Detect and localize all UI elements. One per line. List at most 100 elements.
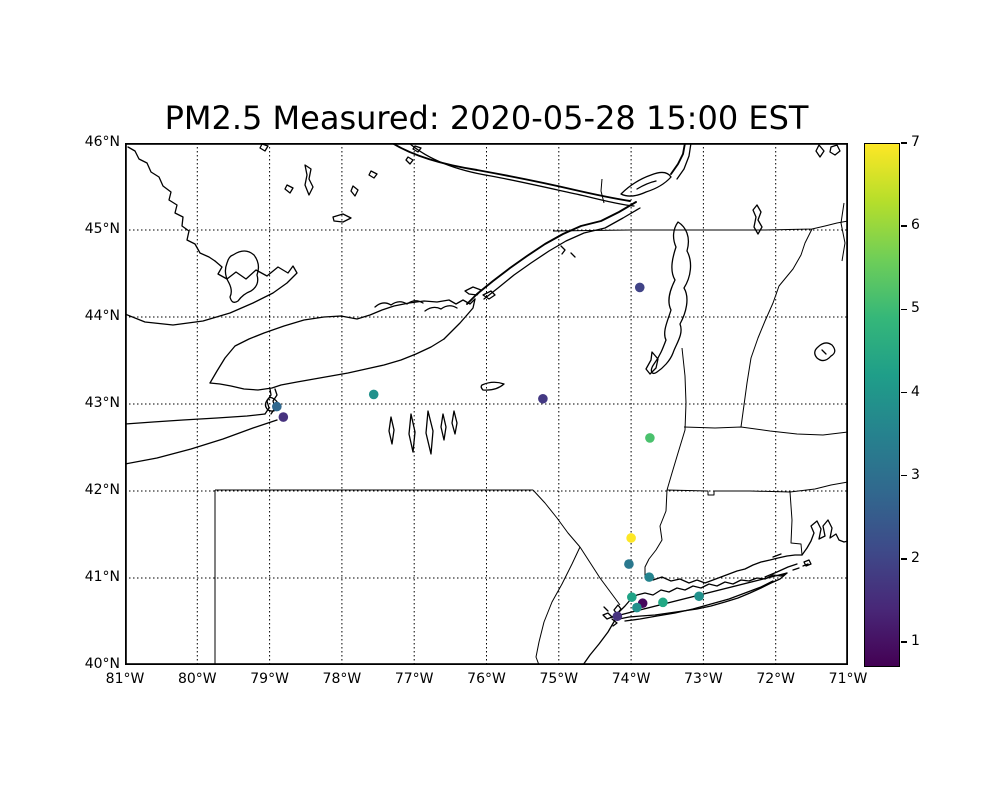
ma-ri-border-east: [789, 481, 848, 493]
long-island-south-shore: [611, 572, 788, 620]
narragansett-bay: [801, 519, 848, 556]
y-tick-label: 44°N: [84, 308, 120, 324]
st-lawrence-south-bank: [483, 207, 641, 300]
plot-title: PM2.5 Measured: 2020-05-28 15:00 EST: [164, 99, 809, 137]
colorbar-tick-mark: [901, 142, 907, 144]
st-lawrence-river: [466, 201, 637, 305]
lake-champlain: [650, 221, 692, 375]
colorbar: [864, 143, 900, 667]
nh-me-border: [840, 202, 846, 262]
station-dot: [632, 602, 642, 613]
colorbar-tick-label: 1: [911, 633, 920, 650]
connecticut-coast: [644, 554, 803, 584]
vt-nh-border-ct-river: [740, 228, 813, 428]
station-dot: [626, 533, 636, 543]
colorbar-tick-mark: [901, 474, 907, 477]
station-dot: [624, 559, 634, 569]
ny-nj-border: [579, 546, 621, 606]
station-dot: [612, 611, 623, 622]
colorbar-tick-label: 6: [911, 217, 920, 234]
lake-erie-south-shore: [125, 419, 278, 465]
colorbar-tick-mark: [901, 308, 907, 311]
lake-erie-north-shore: [125, 413, 266, 425]
grid-layer: [125, 143, 848, 665]
colorbar-tick-label: 5: [911, 300, 920, 317]
station-dot: [694, 591, 704, 602]
ri-west-border: [789, 491, 803, 556]
ny-vt-border: [666, 347, 687, 491]
coastline-nottawasaga: [125, 260, 298, 326]
ontario-quebec-border: [600, 178, 605, 204]
coastline-georgian-bay: [127, 146, 216, 262]
st-lawrence-northeast-bank: [676, 143, 692, 180]
y-tick-label: 43°N: [84, 395, 120, 411]
nyc-harbor: [602, 604, 622, 627]
ottawa-river: [391, 143, 631, 202]
finger-lakes: [388, 410, 458, 455]
colorbar-tick-mark: [901, 225, 907, 227]
delaware-river-ny-pa: [532, 489, 581, 548]
x-tick-label: 81°W: [105, 671, 145, 687]
y-tick-label: 40°N: [84, 656, 120, 672]
oneida-lake: [480, 381, 505, 391]
station-dot: [645, 433, 655, 443]
st-lawrence-northeast-arm: [670, 143, 686, 175]
colorbar-tick-label: 2: [911, 549, 920, 566]
lake-ontario-south-shore: [209, 338, 445, 391]
station-dot: [368, 389, 379, 400]
colorbar-tick-label: 3: [911, 466, 920, 483]
quebec-lakes: [815, 144, 841, 158]
y-tick-label: 42°N: [84, 482, 120, 498]
x-tick-label: 76°W: [467, 671, 506, 687]
x-tick-label: 72°W: [756, 671, 796, 687]
map-frame: [125, 143, 848, 665]
x-tick-label: 79°W: [250, 671, 289, 687]
x-tick-label: 74°W: [611, 671, 651, 687]
ma-ct-border-42n: [666, 489, 791, 496]
lake-memphremagog: [752, 204, 763, 235]
nj-atlantic-coast: [582, 619, 616, 665]
colorbar-tick-mark: [901, 391, 907, 394]
y-tick-label: 45°N: [84, 221, 120, 237]
stations-layer: [272, 282, 704, 622]
lake-george: [645, 351, 659, 375]
station-dot: [278, 412, 289, 422]
colorbar-tick-label: 7: [911, 134, 920, 150]
montreal-island: [620, 171, 672, 197]
delaware-river-pa-nj: [535, 546, 581, 665]
ottawa-river-south-bank: [408, 143, 635, 207]
x-tick-label: 75°W: [539, 671, 579, 687]
station-dot: [627, 592, 637, 602]
adirondack-lakes: [560, 245, 576, 258]
lake-ontario-north-shore: [209, 298, 476, 384]
y-tick-label: 46°N: [84, 134, 120, 150]
x-tick-label: 73°W: [684, 671, 723, 687]
ct-ny-border: [644, 489, 668, 577]
x-tick-label: 71°W: [828, 671, 868, 687]
ma-north-border: [683, 426, 848, 436]
station-dot: [658, 597, 668, 608]
lake-winnipesaukee: [814, 342, 836, 362]
small-lakes: [259, 143, 422, 223]
colorbar-tick-mark: [901, 641, 907, 643]
map-canvas: [125, 143, 848, 665]
x-tick-label: 80°W: [177, 671, 217, 687]
station-dot: [634, 282, 645, 293]
us-canada-border-45n: [552, 220, 848, 232]
lake-simcoe: [224, 250, 260, 303]
colorbar-tick-mark: [901, 558, 907, 560]
fishers-island: [772, 553, 782, 558]
station-dot: [538, 393, 548, 404]
x-tick-label: 78°W: [322, 671, 362, 687]
station-dot: [272, 401, 282, 412]
x-tick-label: 77°W: [394, 671, 434, 687]
long-island-north-fork: [764, 559, 812, 578]
lake-ontario-east-end: [443, 298, 476, 340]
prince-edward-county: [374, 286, 496, 312]
map-geography: [125, 143, 848, 665]
y-tick-label: 41°N: [84, 569, 120, 585]
barrier-islands: [624, 580, 774, 622]
station-dot: [644, 572, 654, 582]
colorbar-tick-label: 4: [911, 383, 920, 400]
